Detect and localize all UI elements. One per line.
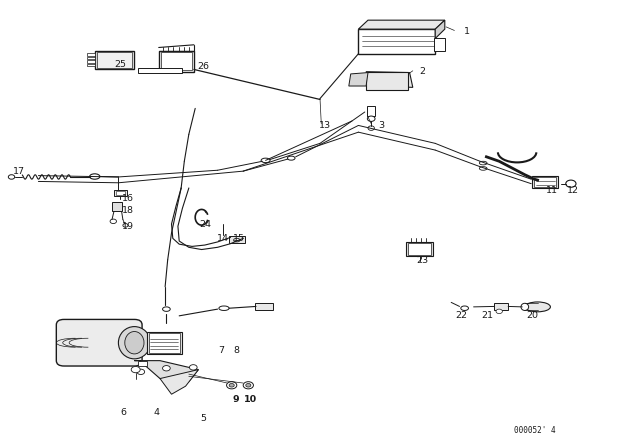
Circle shape <box>368 126 374 130</box>
Text: 15: 15 <box>234 234 245 243</box>
Bar <box>87 64 95 66</box>
Polygon shape <box>349 73 368 86</box>
Text: 13: 13 <box>319 121 331 130</box>
Bar <box>95 51 134 69</box>
Text: 23: 23 <box>417 256 428 265</box>
Bar <box>138 68 182 73</box>
Circle shape <box>496 309 502 314</box>
Text: 7: 7 <box>218 346 224 355</box>
Bar <box>161 52 192 70</box>
Ellipse shape <box>287 156 295 160</box>
Ellipse shape <box>219 306 229 310</box>
Polygon shape <box>134 361 198 382</box>
Text: 3: 3 <box>378 121 384 130</box>
Ellipse shape <box>163 307 170 311</box>
Bar <box>406 242 433 256</box>
Ellipse shape <box>479 167 487 170</box>
Bar <box>147 332 182 354</box>
Circle shape <box>123 224 128 227</box>
Circle shape <box>137 369 145 375</box>
Text: 19: 19 <box>122 222 134 231</box>
Circle shape <box>229 383 234 387</box>
Circle shape <box>8 175 15 179</box>
Text: 25: 25 <box>115 60 126 69</box>
Bar <box>159 51 194 72</box>
Bar <box>534 177 556 187</box>
Ellipse shape <box>234 238 240 242</box>
Ellipse shape <box>118 327 150 359</box>
Bar <box>532 176 558 188</box>
Text: 6: 6 <box>120 408 126 417</box>
Polygon shape <box>358 20 445 29</box>
Bar <box>87 57 95 59</box>
Bar <box>255 303 273 310</box>
Circle shape <box>566 180 576 187</box>
Text: 14: 14 <box>217 234 228 243</box>
Ellipse shape <box>261 158 270 163</box>
Bar <box>367 106 375 116</box>
Text: 16: 16 <box>122 194 134 202</box>
Text: 18: 18 <box>122 206 134 215</box>
Text: 12: 12 <box>567 186 579 195</box>
Text: 000052' 4: 000052' 4 <box>513 426 556 435</box>
Text: 10: 10 <box>244 395 257 404</box>
Text: 11: 11 <box>546 186 557 195</box>
Bar <box>366 72 408 90</box>
Text: 21: 21 <box>482 311 493 320</box>
Ellipse shape <box>521 303 529 310</box>
Circle shape <box>131 366 140 373</box>
Bar <box>114 190 127 196</box>
Polygon shape <box>160 370 198 394</box>
Text: 22: 22 <box>455 311 467 320</box>
Polygon shape <box>366 72 413 87</box>
Bar <box>112 202 122 211</box>
Bar <box>87 60 95 63</box>
Text: 4: 4 <box>154 408 160 417</box>
Text: 9: 9 <box>232 395 239 404</box>
Circle shape <box>227 382 237 389</box>
Circle shape <box>367 116 375 121</box>
Text: 24: 24 <box>199 220 211 228</box>
Bar <box>494 303 508 310</box>
Text: 1: 1 <box>464 27 470 36</box>
Bar <box>229 236 245 243</box>
Text: 5: 5 <box>200 414 207 423</box>
Bar <box>87 53 95 56</box>
Bar <box>116 191 125 195</box>
Circle shape <box>163 366 170 371</box>
Bar <box>434 38 445 51</box>
Ellipse shape <box>525 302 550 312</box>
Text: 8: 8 <box>234 346 240 355</box>
Ellipse shape <box>461 306 468 310</box>
Ellipse shape <box>125 332 144 354</box>
Text: 26: 26 <box>198 62 209 71</box>
Bar <box>358 29 435 54</box>
FancyBboxPatch shape <box>56 319 142 366</box>
Text: 2: 2 <box>419 67 426 76</box>
Circle shape <box>243 382 253 389</box>
Circle shape <box>110 219 116 224</box>
Circle shape <box>189 365 197 370</box>
Bar <box>149 333 180 353</box>
Bar <box>138 361 147 366</box>
Circle shape <box>246 383 251 387</box>
Ellipse shape <box>90 174 100 179</box>
Ellipse shape <box>479 161 487 165</box>
Bar <box>408 243 431 255</box>
Text: 20: 20 <box>527 311 538 320</box>
Polygon shape <box>435 20 445 39</box>
Text: 17: 17 <box>13 167 25 176</box>
Bar <box>97 52 132 68</box>
